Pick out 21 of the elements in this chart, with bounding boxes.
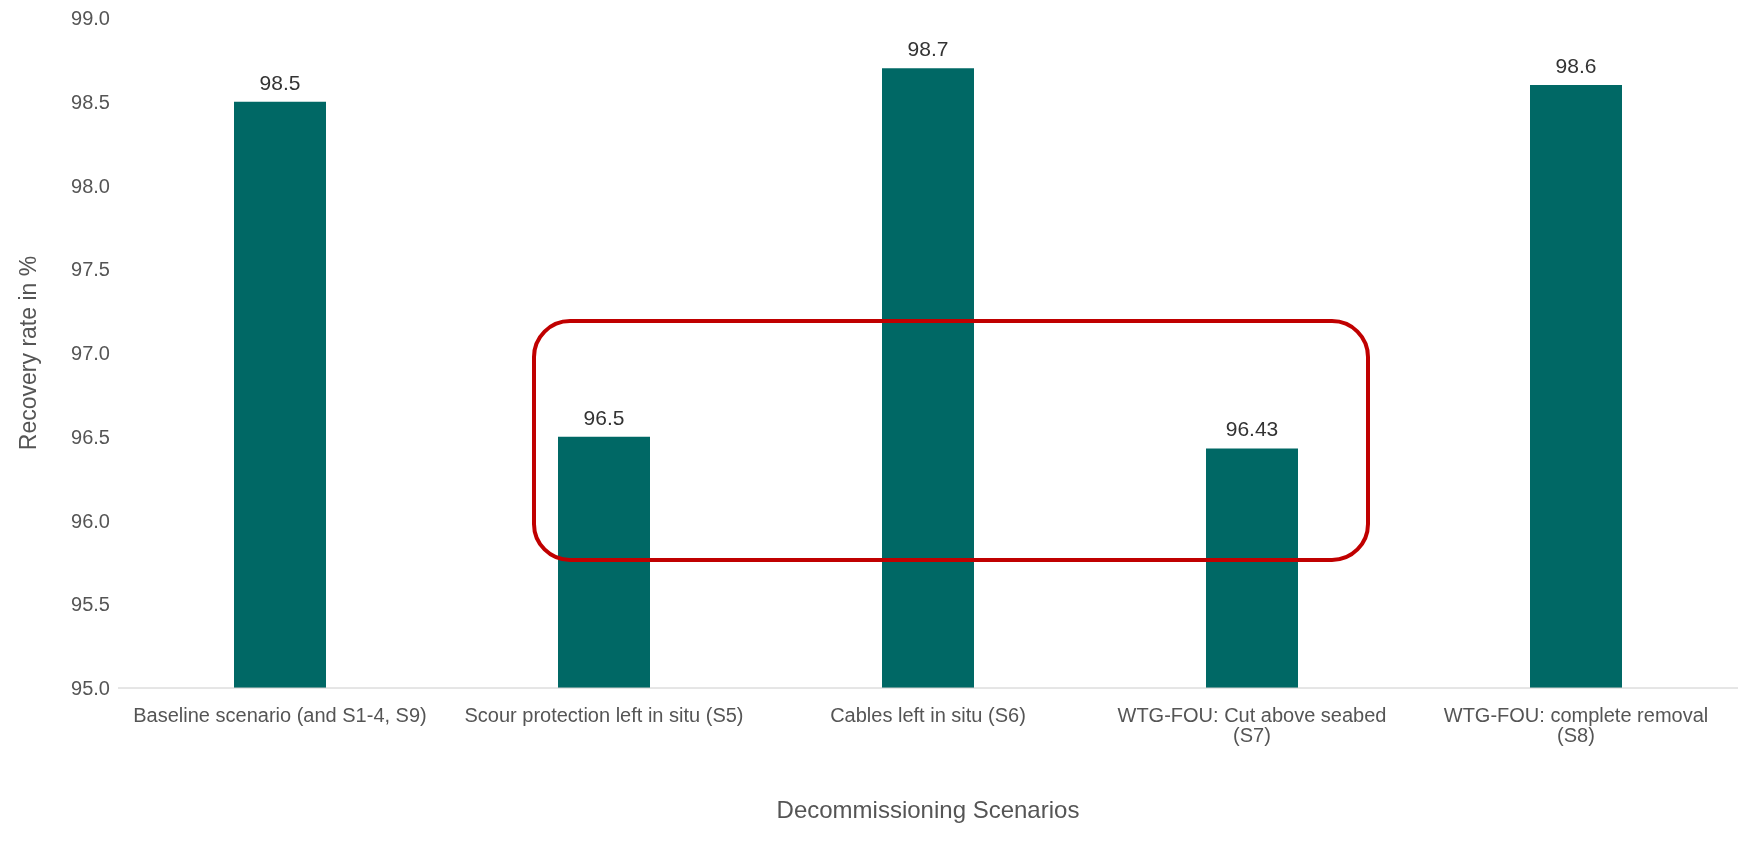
data-label: 98.6: [1555, 54, 1597, 77]
y-tick-label: 96.5: [71, 425, 110, 448]
y-tick-label: 98.0: [71, 174, 110, 197]
x-axis-title: Decommissioning Scenarios: [776, 796, 1080, 823]
x-tick-label: Scour protection left in situ (S5): [464, 704, 744, 727]
y-tick-label: 95.5: [71, 593, 110, 616]
y-tick-label: 97.5: [71, 258, 110, 281]
y-tick-label: 98.5: [71, 90, 110, 113]
y-tick-label: 97.0: [71, 342, 110, 365]
data-label: 98.7: [907, 37, 949, 61]
y-tick-label: 99.0: [71, 7, 110, 30]
data-label: 96.43: [1225, 417, 1279, 441]
data-label: 98.5: [259, 70, 301, 94]
x-tick-label: WTG-FOU: Cut above seabed (S7): [1117, 704, 1387, 747]
y-tick-label: 96.0: [71, 509, 110, 532]
y-axis-title: Recovery rate in %: [15, 255, 42, 451]
x-tick-label: Cables left in situ (S6): [830, 704, 1026, 727]
y-tick-label: 95.0: [71, 677, 110, 700]
data-label: 96.5: [583, 405, 625, 429]
x-tick-label: WTG-FOU: complete removal (S8): [1443, 704, 1709, 747]
x-tick-label: Baseline scenario (and S1-4, S9): [133, 704, 427, 727]
